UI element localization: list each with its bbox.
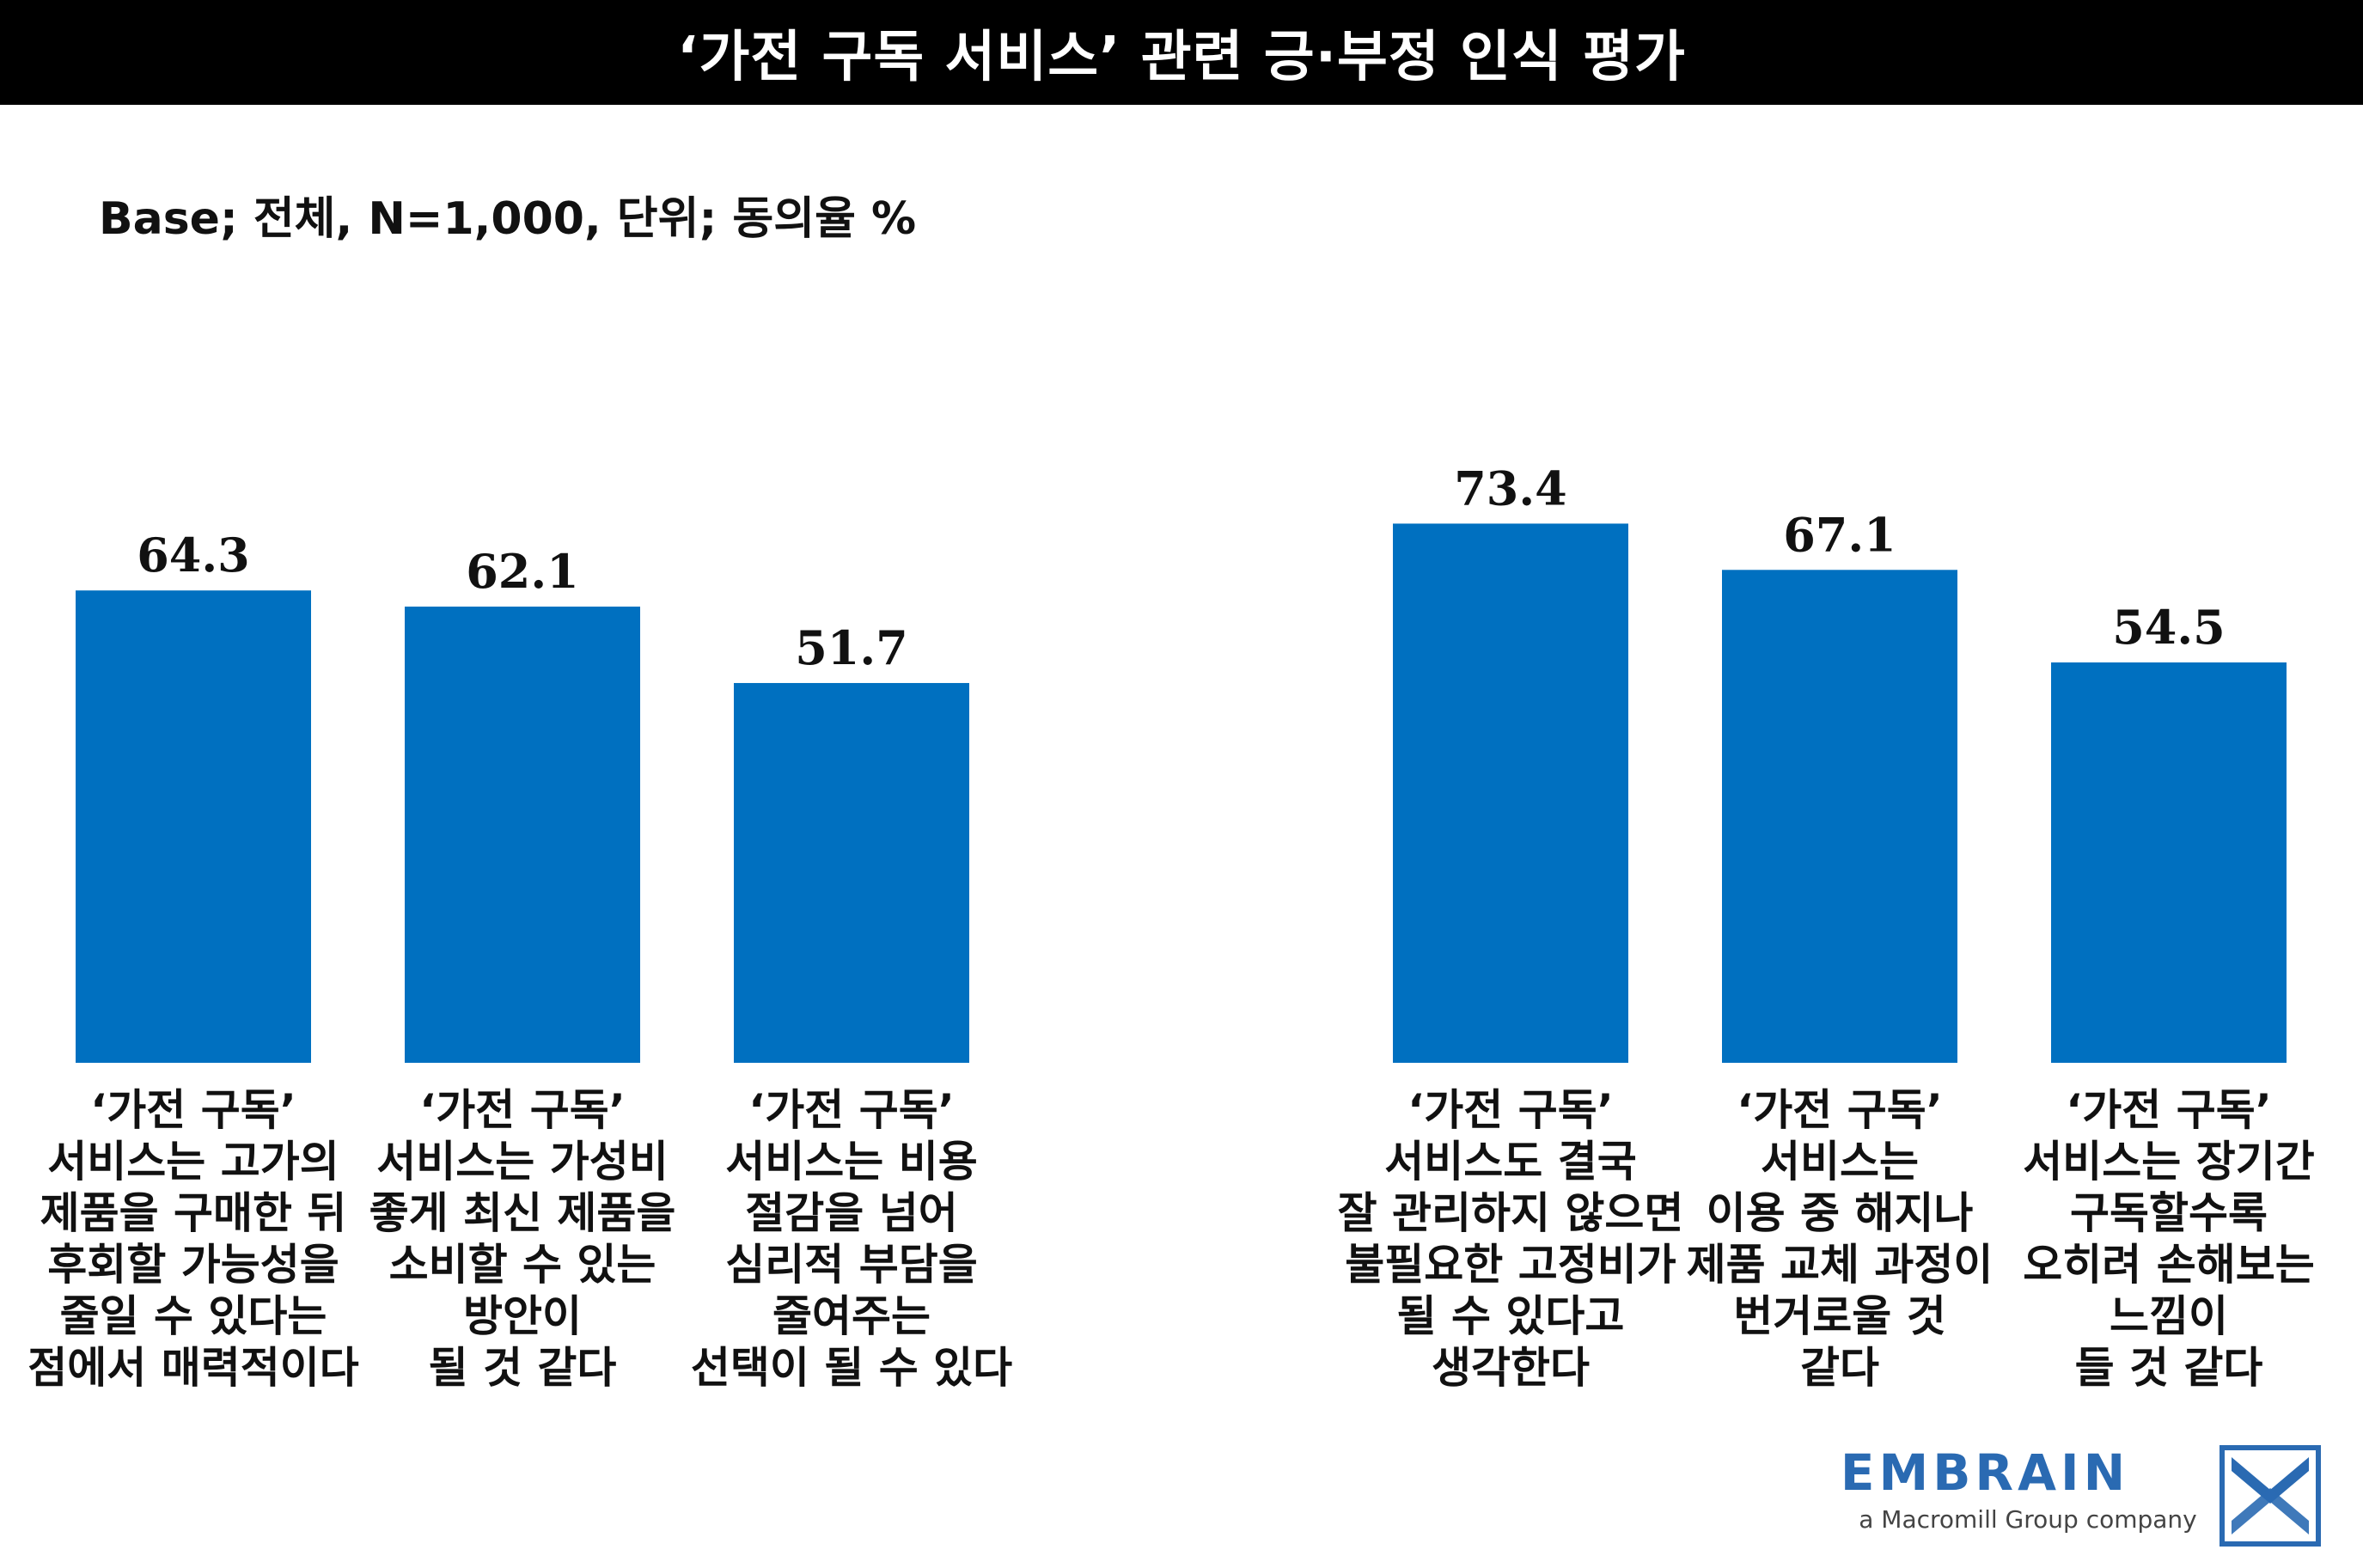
category-label-line: 구독할수록 (2070, 1188, 2268, 1238)
category-label-line: 될 수 있다고 (1396, 1291, 1625, 1341)
bar-3 (734, 682, 969, 1063)
bar-2 (405, 607, 640, 1063)
category-label-line: 생각한다 (1432, 1343, 1590, 1393)
category-label-line: 제품을 구매한 뒤 (40, 1188, 347, 1238)
category-label-line: 심리적 부담을 (725, 1240, 978, 1290)
value-label-1: 64.3 (137, 528, 250, 583)
value-label-6: 54.5 (2112, 600, 2226, 655)
category-label-2: ‘가전 구독’ 서비스는 가성비 좋게 최신 제품을 소비할 수 있는 방안이 될 것 같… (333, 1084, 711, 1394)
embrain-logo: EMBRAIN a Macromill Group company (1839, 1443, 2329, 1551)
category-label-line: 같다 (1800, 1343, 1879, 1393)
category-label-line: 후회할 가능성을 (47, 1240, 339, 1290)
category-label-line: 점에서 매력적이다 (27, 1343, 359, 1393)
category-label-line: ‘가전 구독’ (419, 1085, 626, 1135)
category-label-line: ‘가전 구독’ (1737, 1085, 1943, 1135)
bar-5 (1722, 570, 1957, 1063)
logo-wordmark: EMBRAIN (1840, 1443, 2130, 1502)
category-label-6: ‘가전 구독’ 서비스는 장기간 구독할수록 오히려 손해보는 느낌이 들 것 같다 (1980, 1084, 2358, 1394)
category-label-5: ‘가전 구독’ 서비스는 이용 중 해지나 제품 교체 과정이 번거로울 것 같다 (1651, 1084, 2029, 1394)
category-label-3: ‘가전 구독’ 서비스는 비용 절감을 넘어 심리적 부담을 줄여주는 선택이 될 수 있… (662, 1084, 1041, 1394)
page-title: ‘가전 구독 서비스’ 관련 긍·부정 인식 평가 (0, 0, 2363, 105)
bar-1 (76, 590, 311, 1063)
category-label-line: 서비스도 결국 (1384, 1137, 1637, 1187)
category-label-line: 선택이 될 수 있다 (690, 1343, 1013, 1393)
category-label-line: 서비스는 비용 (725, 1137, 978, 1187)
category-label-line: 서비스는 장기간 (2023, 1137, 2315, 1187)
bar-4 (1393, 523, 1628, 1063)
category-label-line: 서비스는 가성비 (376, 1137, 669, 1187)
logo-tagline: a Macromill Group company (1859, 1505, 2197, 1534)
category-label-line: ‘가전 구독’ (1407, 1085, 1614, 1135)
category-label-line: 번거로울 것 (1733, 1291, 1946, 1341)
category-label-line: 소비할 수 있는 (388, 1240, 656, 1290)
category-label-4: ‘가전 구독’ 서비스도 결국 잘 관리하지 않으면 불필요한 고정비가 될 수 있다고… (1322, 1084, 1700, 1394)
category-label-line: ‘가전 구독’ (748, 1085, 955, 1135)
category-label-line: ‘가전 구독’ (90, 1085, 296, 1135)
embrain-mark-icon (2220, 1445, 2321, 1547)
category-label-line: 잘 관리하지 않으면 (1337, 1188, 1684, 1238)
value-label-5: 67.1 (1783, 507, 1896, 562)
category-label-line: 좋게 최신 제품을 (369, 1188, 676, 1238)
category-label-line: 오히려 손해보는 (2023, 1240, 2315, 1290)
category-label-line: ‘가전 구독’ (2066, 1085, 2272, 1135)
category-label-1: ‘가전 구독’ 서비스는 고가의 제품을 구매한 뒤 후회할 가능성을 줄일 수 있다는… (4, 1084, 382, 1394)
category-label-line: 서비스는 (1761, 1137, 1919, 1187)
bar-6 (2051, 662, 2287, 1063)
value-label-2: 62.1 (466, 544, 579, 599)
category-label-line: 들 것 같다 (2074, 1343, 2263, 1393)
category-label-line: 서비스는 고가의 (47, 1137, 339, 1187)
value-label-4: 73.4 (1454, 461, 1567, 516)
category-label-line: 줄일 수 있다는 (59, 1291, 327, 1341)
category-label-line: 될 것 같다 (428, 1343, 617, 1393)
category-label-line: 제품 교체 과정이 (1686, 1240, 1994, 1290)
value-label-3: 51.7 (795, 620, 908, 675)
category-label-line: 절감을 넘어 (745, 1188, 958, 1238)
base-note: Base; 전체, N=1,000, 단위; 동의율 % (99, 193, 917, 245)
category-label-line: 불필요한 고정비가 (1345, 1240, 1676, 1290)
category-label-line: 이용 중 해지나 (1706, 1188, 1974, 1238)
category-label-line: 느낌이 (2110, 1291, 2228, 1341)
category-label-line: 방안이 (463, 1291, 582, 1341)
category-label-line: 줄여주는 (772, 1291, 931, 1341)
